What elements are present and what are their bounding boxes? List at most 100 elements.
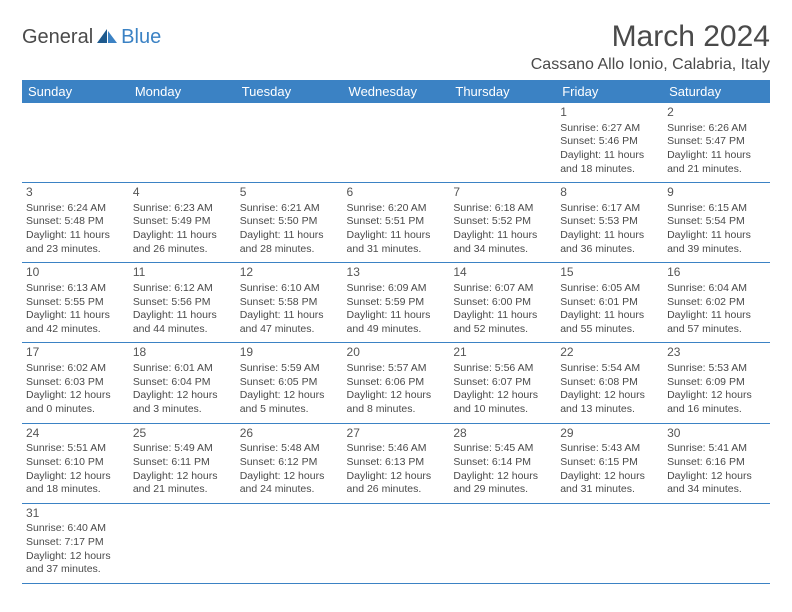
day-info-line: and 0 minutes. <box>26 403 125 417</box>
day-info-line: and 44 minutes. <box>133 323 232 337</box>
day-info-line: Daylight: 11 hours <box>667 149 766 163</box>
calendar-day-cell: 11Sunrise: 6:12 AMSunset: 5:56 PMDayligh… <box>129 263 236 343</box>
calendar-day-cell: 1Sunrise: 6:27 AMSunset: 5:46 PMDaylight… <box>556 103 663 183</box>
day-info-line: and 18 minutes. <box>560 163 659 177</box>
day-number: 3 <box>26 185 125 201</box>
day-number: 18 <box>133 345 232 361</box>
day-number: 20 <box>347 345 446 361</box>
day-info-line: and 16 minutes. <box>667 403 766 417</box>
day-number: 2 <box>667 105 766 121</box>
weekday-header: Thursday <box>449 80 556 103</box>
calendar-day-cell: 20Sunrise: 5:57 AMSunset: 6:06 PMDayligh… <box>343 343 450 423</box>
day-info-line: Sunset: 5:46 PM <box>560 135 659 149</box>
day-info-line: Sunset: 5:51 PM <box>347 215 446 229</box>
calendar-week-row: 24Sunrise: 5:51 AMSunset: 6:10 PMDayligh… <box>22 423 770 503</box>
day-info-line: Daylight: 12 hours <box>26 389 125 403</box>
calendar-day-cell: 10Sunrise: 6:13 AMSunset: 5:55 PMDayligh… <box>22 263 129 343</box>
day-info-line: Daylight: 12 hours <box>347 470 446 484</box>
calendar-empty-cell <box>236 503 343 583</box>
calendar-week-row: 1Sunrise: 6:27 AMSunset: 5:46 PMDaylight… <box>22 103 770 183</box>
day-info-line: Sunset: 6:16 PM <box>667 456 766 470</box>
day-number: 4 <box>133 185 232 201</box>
day-info-line: and 55 minutes. <box>560 323 659 337</box>
day-info-line: Sunset: 6:15 PM <box>560 456 659 470</box>
day-info-line: Sunset: 5:55 PM <box>26 296 125 310</box>
day-info-line: Sunset: 5:50 PM <box>240 215 339 229</box>
day-number: 23 <box>667 345 766 361</box>
day-info-line: Sunrise: 5:57 AM <box>347 362 446 376</box>
day-info-line: Sunset: 6:08 PM <box>560 376 659 390</box>
day-info-line: Sunrise: 5:51 AM <box>26 442 125 456</box>
calendar-day-cell: 22Sunrise: 5:54 AMSunset: 6:08 PMDayligh… <box>556 343 663 423</box>
day-number: 28 <box>453 426 552 442</box>
day-info-line: and 52 minutes. <box>453 323 552 337</box>
month-title: March 2024 <box>531 20 770 54</box>
day-info-line: Daylight: 12 hours <box>26 550 125 564</box>
day-info-line: Daylight: 12 hours <box>133 389 232 403</box>
day-number: 22 <box>560 345 659 361</box>
day-number: 13 <box>347 265 446 281</box>
day-info-line: Daylight: 11 hours <box>26 309 125 323</box>
calendar-day-cell: 31Sunrise: 6:40 AMSunset: 7:17 PMDayligh… <box>22 503 129 583</box>
day-info-line: Sunrise: 5:48 AM <box>240 442 339 456</box>
day-number: 1 <box>560 105 659 121</box>
day-info-line: Sunset: 6:01 PM <box>560 296 659 310</box>
day-number: 17 <box>26 345 125 361</box>
title-block: March 2024 Cassano Allo Ionio, Calabria,… <box>531 20 770 74</box>
calendar-empty-cell <box>449 503 556 583</box>
weekday-header-row: SundayMondayTuesdayWednesdayThursdayFrid… <box>22 80 770 103</box>
day-number: 11 <box>133 265 232 281</box>
day-info-line: Sunrise: 5:45 AM <box>453 442 552 456</box>
day-info-line: Daylight: 11 hours <box>26 229 125 243</box>
location: Cassano Allo Ionio, Calabria, Italy <box>531 56 770 74</box>
day-info-line: Sunset: 6:11 PM <box>133 456 232 470</box>
weekday-header: Monday <box>129 80 236 103</box>
calendar-empty-cell <box>343 103 450 183</box>
calendar-week-row: 31Sunrise: 6:40 AMSunset: 7:17 PMDayligh… <box>22 503 770 583</box>
day-info-line: Sunrise: 6:23 AM <box>133 202 232 216</box>
calendar-day-cell: 4Sunrise: 6:23 AMSunset: 5:49 PMDaylight… <box>129 183 236 263</box>
calendar-day-cell: 5Sunrise: 6:21 AMSunset: 5:50 PMDaylight… <box>236 183 343 263</box>
day-info-line: and 57 minutes. <box>667 323 766 337</box>
day-info-line: Sunset: 6:02 PM <box>667 296 766 310</box>
day-info-line: Sunrise: 6:13 AM <box>26 282 125 296</box>
day-info-line: Daylight: 11 hours <box>560 309 659 323</box>
day-info-line: Sunrise: 5:41 AM <box>667 442 766 456</box>
calendar-empty-cell <box>663 503 770 583</box>
day-number: 24 <box>26 426 125 442</box>
day-info-line: Sunrise: 6:15 AM <box>667 202 766 216</box>
day-info-line: Sunset: 5:47 PM <box>667 135 766 149</box>
day-info-line: Sunrise: 6:07 AM <box>453 282 552 296</box>
day-info-line: Daylight: 11 hours <box>133 229 232 243</box>
calendar-day-cell: 16Sunrise: 6:04 AMSunset: 6:02 PMDayligh… <box>663 263 770 343</box>
day-info-line: and 31 minutes. <box>347 243 446 257</box>
calendar-table: SundayMondayTuesdayWednesdayThursdayFrid… <box>22 80 770 584</box>
day-number: 7 <box>453 185 552 201</box>
weekday-header: Saturday <box>663 80 770 103</box>
calendar-empty-cell <box>236 103 343 183</box>
day-info-line: Daylight: 11 hours <box>347 309 446 323</box>
day-info-line: Daylight: 11 hours <box>667 229 766 243</box>
day-number: 5 <box>240 185 339 201</box>
page-header: General Blue March 2024 Cassano Allo Ion… <box>22 20 770 74</box>
day-info-line: Sunrise: 6:40 AM <box>26 522 125 536</box>
calendar-day-cell: 13Sunrise: 6:09 AMSunset: 5:59 PMDayligh… <box>343 263 450 343</box>
day-info-line: and 31 minutes. <box>560 483 659 497</box>
day-info-line: and 49 minutes. <box>347 323 446 337</box>
weekday-header: Friday <box>556 80 663 103</box>
day-info-line: Daylight: 11 hours <box>133 309 232 323</box>
calendar-day-cell: 9Sunrise: 6:15 AMSunset: 5:54 PMDaylight… <box>663 183 770 263</box>
calendar-day-cell: 23Sunrise: 5:53 AMSunset: 6:09 PMDayligh… <box>663 343 770 423</box>
day-info-line: Sunrise: 5:59 AM <box>240 362 339 376</box>
day-info-line: and 37 minutes. <box>26 563 125 577</box>
day-info-line: and 21 minutes. <box>667 163 766 177</box>
day-info-line: and 34 minutes. <box>667 483 766 497</box>
calendar-day-cell: 17Sunrise: 6:02 AMSunset: 6:03 PMDayligh… <box>22 343 129 423</box>
calendar-head: SundayMondayTuesdayWednesdayThursdayFrid… <box>22 80 770 103</box>
calendar-day-cell: 27Sunrise: 5:46 AMSunset: 6:13 PMDayligh… <box>343 423 450 503</box>
logo-sail-icon <box>97 29 119 43</box>
day-info-line: Sunset: 6:06 PM <box>347 376 446 390</box>
day-info-line: Daylight: 11 hours <box>560 229 659 243</box>
day-info-line: Sunset: 6:00 PM <box>453 296 552 310</box>
day-info-line: Sunset: 5:58 PM <box>240 296 339 310</box>
